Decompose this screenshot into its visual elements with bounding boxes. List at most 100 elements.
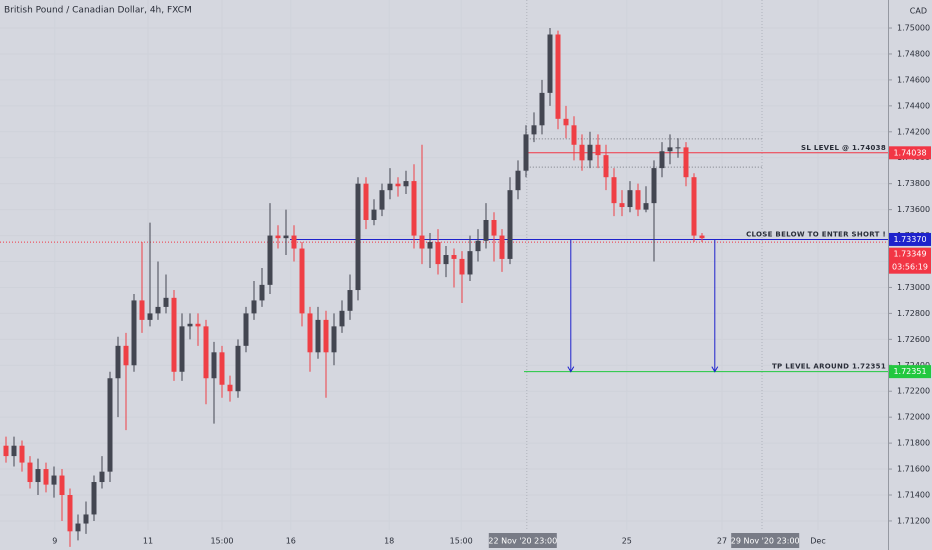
- candle-body: [563, 118, 569, 126]
- x-tick-label: 18: [384, 537, 394, 546]
- candle-body: [363, 183, 369, 220]
- candle-body: [19, 445, 25, 463]
- y-tick-label: 1.72800: [897, 309, 930, 318]
- candle-body: [307, 313, 313, 353]
- candle-body: [443, 255, 449, 265]
- candle-body: [123, 345, 129, 366]
- candle-body: [347, 290, 353, 311]
- y-tick-label: 1.74600: [897, 75, 930, 84]
- candle-body: [331, 326, 337, 353]
- candle-body: [635, 190, 641, 210]
- x-tick-label: 25: [622, 537, 632, 546]
- level-badge-bg: [889, 146, 931, 160]
- candle-body: [627, 190, 633, 208]
- y-tick-label: 1.71200: [897, 516, 930, 525]
- y-tick-label: 1.73600: [897, 205, 930, 214]
- candle-body: [387, 183, 393, 191]
- candle-body: [499, 235, 505, 259]
- candle-body: [11, 445, 17, 457]
- x-highlight-label: 29 Nov '20 23:00: [731, 537, 800, 546]
- x-tick-label: 9: [52, 537, 57, 546]
- y-tick-label: 1.71400: [897, 491, 930, 500]
- candle-body: [315, 319, 321, 353]
- candle-body: [75, 523, 81, 532]
- candle-body: [179, 326, 185, 372]
- y-tick-label: 1.71600: [897, 465, 930, 474]
- candle-body: [371, 209, 377, 220]
- candle-body: [403, 181, 409, 187]
- candle-body: [515, 170, 521, 191]
- y-tick-label: 1.71800: [897, 439, 930, 448]
- candle-body: [251, 300, 257, 314]
- grid: [0, 0, 888, 530]
- y-tick-label: 1.74400: [897, 101, 930, 110]
- candle-body: [323, 319, 329, 353]
- y-tick-label: 1.73800: [897, 179, 930, 188]
- candle-body: [459, 258, 465, 275]
- x-tick-label: 15:00: [450, 537, 473, 546]
- candle-body: [99, 471, 105, 483]
- candle-body: [555, 34, 561, 119]
- candle-body: [451, 255, 457, 259]
- candle-body: [139, 300, 145, 320]
- y-tick-label: 1.72200: [897, 387, 930, 396]
- candle-body: [219, 352, 225, 385]
- candle-body: [147, 313, 153, 320]
- x-highlight-bg: [488, 533, 557, 548]
- level-label: CLOSE BELOW TO ENTER SHORT !: [746, 230, 886, 238]
- x-tick-label: Dec: [810, 537, 825, 546]
- candle-body: [483, 220, 489, 241]
- candle-body: [603, 155, 609, 178]
- current-price-bg: [889, 247, 931, 274]
- candle-body: [643, 203, 649, 210]
- x-tick-label: 11: [143, 537, 153, 546]
- candle-body: [43, 469, 49, 485]
- chart-title: British Pound / Canadian Dollar, 4h, FXC…: [4, 6, 192, 16]
- candle-body: [651, 168, 657, 204]
- level-badge: 1.74038: [893, 148, 926, 157]
- candle-body: [283, 235, 289, 239]
- candle-body: [339, 310, 345, 327]
- candle-body: [411, 181, 417, 236]
- candle-body: [531, 125, 537, 135]
- y-tick-label: 1.73000: [897, 283, 930, 292]
- candle-body: [683, 147, 689, 178]
- candle-body: [691, 177, 697, 236]
- candle-body: [67, 495, 73, 532]
- candle-body: [547, 34, 553, 93]
- candle-body: [427, 242, 433, 249]
- candle-body: [131, 300, 137, 366]
- candle-body: [243, 313, 249, 346]
- candle-body: [571, 125, 577, 145]
- candle-body: [579, 144, 585, 161]
- arrow: [711, 239, 719, 373]
- y-tick-label: 1.74200: [897, 127, 930, 136]
- current-price-label: 1.73349: [893, 250, 926, 259]
- candle-body: [467, 251, 473, 275]
- candle-body: [291, 235, 297, 249]
- candle-body: [523, 134, 529, 171]
- candle-body: [395, 183, 401, 187]
- level-badge-bg: [889, 232, 931, 246]
- candle-body: [163, 297, 169, 307]
- candle-body: [379, 190, 385, 210]
- candle-body: [83, 514, 89, 524]
- candle-body: [267, 235, 273, 285]
- candle-body: [259, 284, 265, 301]
- candle-body: [595, 144, 601, 156]
- candle-body: [91, 482, 97, 515]
- x-tick-label: 16: [286, 537, 296, 546]
- candle-body: [507, 190, 513, 259]
- candle-body: [699, 235, 705, 239]
- axes: 1.71200 1.71400 1.71600 1.71800 1.72000 1.722…: [52, 24, 931, 548]
- candle-body: [611, 177, 617, 204]
- candle-body: [491, 220, 497, 236]
- candle-body: [435, 242, 441, 265]
- level-label: SL LEVEL @ 1.74038: [801, 144, 886, 152]
- candle-body: [187, 323, 193, 327]
- y-tick-label: 1.72000: [897, 413, 930, 422]
- candle-body: [211, 352, 217, 379]
- candle-body: [275, 235, 281, 239]
